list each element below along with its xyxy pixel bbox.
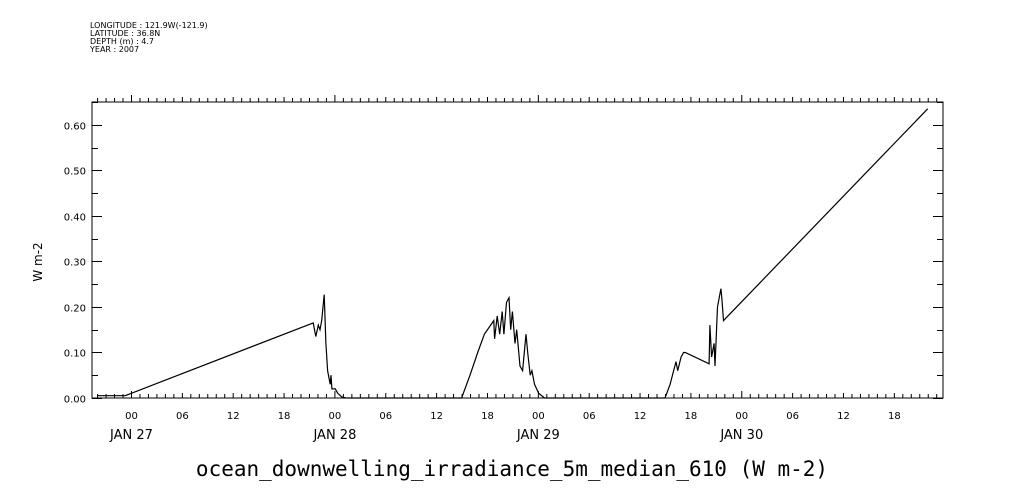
- x-tick-label: 00: [125, 411, 138, 422]
- x-tick-label: 06: [583, 411, 596, 422]
- y-tick-label: 0.10: [64, 349, 86, 360]
- x-tick-label: 18: [481, 411, 494, 422]
- x-tick-label: 06: [176, 411, 189, 422]
- x-tick-label: 18: [685, 411, 698, 422]
- series-line: [97, 108, 929, 399]
- x-tick-label: 06: [786, 411, 799, 422]
- metadata-header: LONGITUDE : 121.9W(-121.9) LATITUDE : 36…: [90, 22, 208, 54]
- plot-frame: [91, 101, 944, 399]
- y-tick-label: 0.60: [64, 122, 86, 133]
- x-tick-label: 18: [888, 411, 901, 422]
- x-tick-label: 06: [379, 411, 392, 422]
- x-tick-label: 18: [278, 411, 291, 422]
- x-day-label: JAN 29: [516, 428, 560, 443]
- x-tick-label: 00: [532, 411, 545, 422]
- y-tick-label: 0.00: [64, 395, 86, 406]
- header-depth: DEPTH (m) : 4.7: [90, 37, 155, 46]
- x-day-label: JAN 30: [719, 428, 763, 443]
- y-tick-label: 0.30: [64, 258, 86, 269]
- x-tick-label: 00: [735, 411, 748, 422]
- chart-title: ocean_downwelling_irradiance_5m_median_6…: [196, 457, 828, 481]
- y-axis-label: W m-2: [31, 242, 45, 281]
- x-tick-label: 12: [430, 411, 443, 422]
- x-tick-label: 00: [329, 411, 342, 422]
- y-tick-label: 0.40: [64, 213, 86, 224]
- x-day-label: JAN 27: [109, 428, 153, 443]
- header-longitude: LONGITUDE : 121.9W(-121.9): [90, 21, 208, 30]
- x-tick-label: 12: [227, 411, 240, 422]
- x-tick-label: 12: [634, 411, 647, 422]
- y-tick-label: 0.20: [64, 304, 86, 315]
- y-tick-label: 0.50: [64, 167, 86, 178]
- x-day-label: JAN 28: [312, 428, 356, 443]
- header-year: YEAR : 2007: [90, 45, 140, 54]
- x-tick-label: 12: [837, 411, 850, 422]
- header-latitude: LATITUDE : 36.8N: [90, 29, 161, 38]
